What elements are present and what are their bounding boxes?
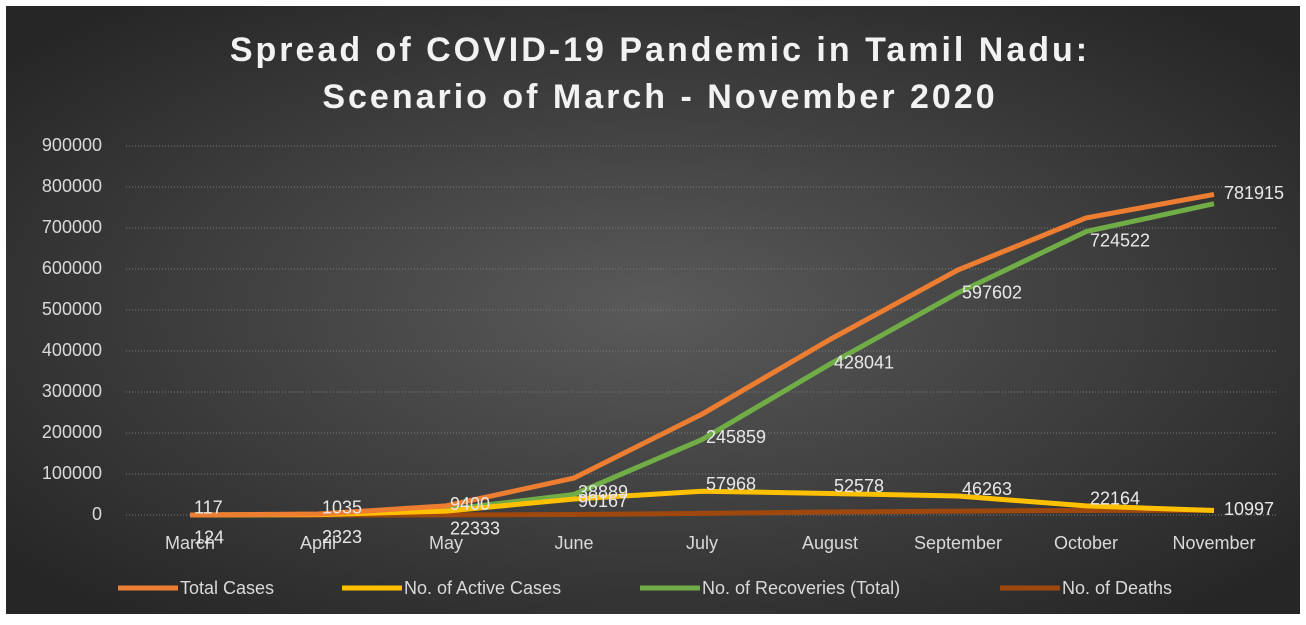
data-label: 9400	[450, 494, 490, 514]
legend-label: No. of Active Cases	[404, 578, 561, 598]
data-label: 124	[194, 528, 224, 548]
data-label: 117	[194, 498, 223, 518]
y-tick-label: 200000	[42, 422, 102, 442]
x-tick-label: October	[1054, 533, 1118, 553]
y-tick-label: 500000	[42, 299, 102, 319]
y-tick-label: 700000	[42, 217, 102, 237]
data-label: 52578	[834, 476, 884, 496]
x-tick-label: March	[165, 533, 215, 553]
y-tick-label: 600000	[42, 258, 102, 278]
data-label: 57968	[706, 474, 756, 494]
x-tick-label: September	[914, 533, 1002, 553]
legend-label: No. of Deaths	[1062, 578, 1172, 598]
y-tick-label: 0	[92, 504, 102, 524]
data-label: 245859	[706, 427, 766, 447]
data-label: 2323	[322, 527, 362, 547]
x-tick-label: November	[1172, 533, 1255, 553]
data-label: 781915	[1224, 183, 1284, 203]
data-label: 10997	[1224, 499, 1274, 519]
legend-label: No. of Recoveries (Total)	[702, 578, 900, 598]
data-label: 38889	[578, 482, 628, 502]
data-label: 46263	[962, 479, 1012, 499]
legend-label: Total Cases	[180, 578, 274, 598]
x-tick-label: August	[802, 533, 858, 553]
x-tick-label: April	[300, 533, 336, 553]
data-label: 22333	[450, 519, 500, 539]
y-tick-label: 900000	[42, 135, 102, 155]
data-label: 90167	[578, 491, 628, 511]
y-tick-label: 800000	[42, 176, 102, 196]
series-line	[189, 191, 1215, 518]
y-tick-label: 400000	[42, 340, 102, 360]
y-tick-label: 100000	[42, 463, 102, 483]
x-tick-label: June	[554, 533, 593, 553]
x-tick-label: July	[686, 533, 718, 553]
data-label: 428041	[834, 352, 894, 372]
data-label: 1035	[322, 497, 362, 517]
y-tick-label: 300000	[42, 381, 102, 401]
data-label: 597602	[962, 283, 1022, 303]
chart-subtitle: Scenario of March - November 2020	[322, 78, 997, 116]
data-label: 22164	[1090, 489, 1140, 509]
chart-title: Spread of COVID-19 Pandemic in Tamil Nad…	[230, 31, 1090, 69]
data-label: 724522	[1090, 231, 1150, 251]
x-tick-label: May	[429, 533, 463, 553]
